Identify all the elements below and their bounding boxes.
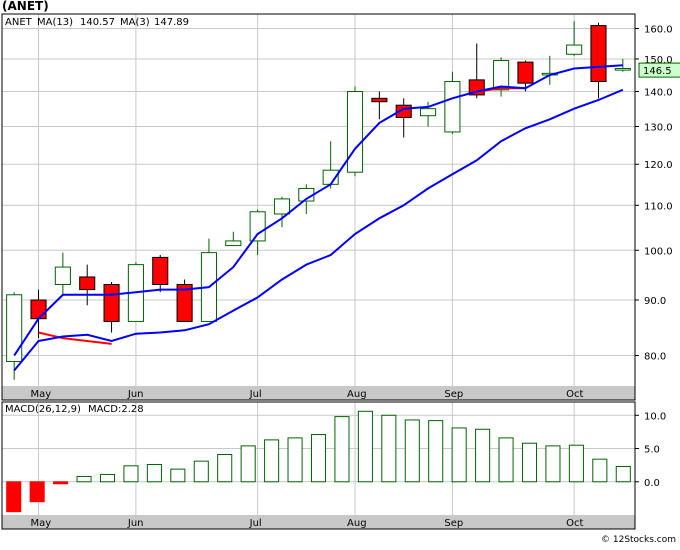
macd-month-label: May (31, 518, 52, 529)
price-frame (1, 13, 636, 401)
ma13-line (13, 64, 623, 357)
macd-bar (193, 460, 209, 483)
candle-body-down (371, 97, 388, 103)
macd-tick-label: 0.0 (644, 478, 660, 489)
macd-bar (146, 463, 162, 483)
candle-body-up (273, 198, 291, 215)
macd-bar (334, 416, 350, 483)
price-tick-label: 140.0 (644, 88, 673, 99)
price-tick-label: 80.0 (644, 352, 666, 363)
macd-bar (217, 454, 233, 483)
price-month-label: Sep (444, 389, 463, 400)
macd-month-label: Jul (249, 518, 262, 529)
price-candles (6, 21, 631, 380)
macd-bar (428, 420, 444, 483)
credit-text: © 12Stocks.com (601, 535, 676, 545)
macd-bar (310, 434, 327, 483)
macd-bar (404, 419, 420, 483)
legend-ticker: ANET (5, 17, 33, 28)
ma-long-line (13, 88, 624, 372)
macd-month-label: Oct (566, 518, 583, 529)
macd-bar (264, 439, 280, 483)
candle-body-down (152, 256, 169, 286)
page-title: (ANET) (2, 0, 49, 13)
candle-body-up (420, 108, 437, 117)
price-month-label: Oct (566, 389, 583, 400)
price-tick-label: 160.0 (644, 25, 673, 36)
candle-body-down (590, 25, 607, 83)
candle-body-up (249, 211, 266, 242)
candle-body-down (79, 276, 96, 291)
price-tick-label: 110.0 (644, 201, 673, 212)
legend-macd-label: MACD(26,12,9) (5, 404, 81, 415)
macd-bars (6, 410, 631, 513)
macd-month-label: Aug (347, 518, 367, 529)
macd-bar (29, 481, 45, 503)
macd-month-label: Jun (127, 518, 144, 529)
macd-bar (475, 428, 491, 483)
macd-bar (615, 465, 631, 483)
legend-ma3-label: MA(3) (120, 17, 150, 28)
price-month-label: Jun (127, 389, 144, 400)
price-tick-label: 130.0 (644, 122, 673, 133)
price-axis: 80.0 90.0 100.0 110.0 120.0 130.0 140.0 150.0 16… (2, 25, 680, 400)
price-tick-label: 150.0 (644, 55, 673, 66)
macd-bar (357, 410, 373, 483)
macd-bar (240, 445, 256, 483)
macd-month-label: Sep (444, 518, 463, 529)
legend-macd-value: MACD:2.28 (88, 404, 144, 415)
macd-tick-label: 5.0 (644, 445, 660, 456)
price-tick-label: 100.0 (644, 246, 673, 257)
legend-ma13-value: 140.57 (80, 17, 115, 28)
macd-bar (123, 465, 139, 483)
price-month-label: May (31, 389, 52, 400)
price-tick-label: 120.0 (644, 160, 673, 171)
candle-body-up (614, 67, 631, 71)
candle-body-up (54, 266, 71, 286)
macd-frame (1, 401, 636, 530)
macd-bar (287, 437, 303, 483)
macd-bar (521, 442, 538, 483)
macd-bar (498, 437, 514, 483)
last-price-label: 146.5 (643, 66, 672, 77)
legend-ma3-value: 147.89 (154, 17, 189, 28)
price-mas (13, 64, 624, 372)
candle-body-up (346, 91, 364, 173)
candle-body-up (444, 81, 461, 133)
macd-tick-label: 10.0 (644, 411, 666, 422)
macd-bar (568, 444, 584, 483)
macd-bar (170, 468, 186, 483)
candle-body-up (566, 44, 583, 55)
candle-body-down (103, 284, 120, 322)
macd-month-band (2, 515, 635, 529)
macd-bar (451, 427, 467, 483)
macd-bar (545, 445, 561, 483)
ma3-line (38, 331, 112, 345)
last-price-box (638, 62, 680, 78)
macd-bar (381, 414, 397, 483)
candle-body-up (493, 60, 510, 91)
price-month-label: Jul (249, 389, 262, 400)
candle-body-down (176, 284, 193, 322)
macd-bar (76, 475, 92, 483)
candle-body-down (30, 299, 47, 320)
price-month-band (2, 386, 635, 400)
macd-axis: 0.0 5.0 10.0 May Jun Jul Aug Sep Oct (2, 411, 666, 529)
macd-bar (99, 473, 116, 483)
candle-body-down (517, 61, 534, 84)
price-grid (2, 14, 635, 386)
candle-body-up (225, 240, 242, 247)
candle-body-up (6, 294, 23, 362)
price-tick-label: 90.0 (644, 296, 666, 307)
frames (1, 13, 636, 530)
macd-bar (592, 458, 608, 483)
price-month-label: Aug (347, 389, 367, 400)
macd-bar (53, 481, 69, 485)
legends: ANET MA(13) 140.57 MA(3) 147.89 MACD(26,12,9)… (5, 17, 189, 415)
legend-ma13-label: MA(13) (37, 17, 73, 28)
macd-bar (6, 481, 22, 513)
